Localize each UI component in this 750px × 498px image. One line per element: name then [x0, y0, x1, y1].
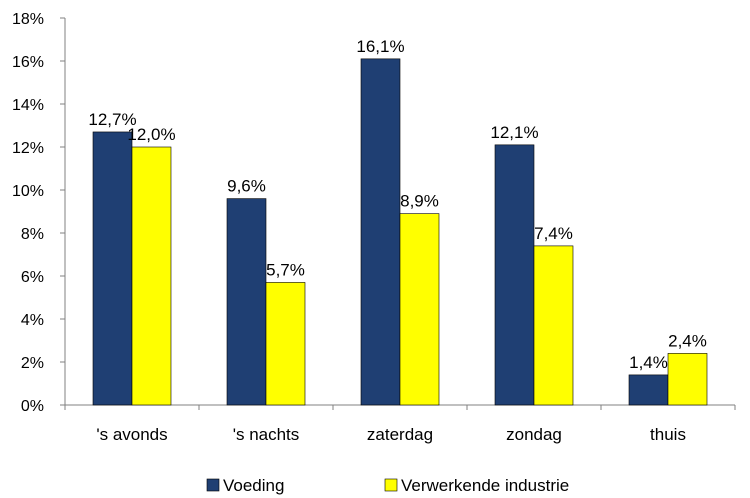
y-tick-label: 2%: [21, 355, 44, 372]
bar-verwerkende-industrie: [265, 282, 306, 406]
y-tick-label: 14%: [12, 97, 44, 114]
legend-label: Voeding: [223, 476, 284, 495]
x-category-label: zondag: [506, 425, 562, 444]
y-axis: 0% 2% 4% 6% 8% 10% 12% 14% 16% 18%: [12, 11, 66, 415]
x-category-label: thuis: [650, 425, 686, 444]
legend-swatch: [206, 478, 220, 492]
y-tick-label: 4%: [21, 312, 44, 329]
data-label: 12,7%: [88, 110, 136, 129]
bar-voeding: [92, 131, 133, 406]
data-label: 7,4%: [534, 224, 573, 243]
legend-label: Verwerkende industrie: [401, 476, 569, 495]
y-tick-label: 8%: [21, 226, 44, 243]
data-label: 2,4%: [668, 331, 707, 350]
bar-verwerkende-industrie: [667, 353, 708, 406]
x-axis: 's avonds 's nachts zaterdag zondag thuis: [64, 404, 736, 444]
y-tick-label: 16%: [12, 54, 44, 71]
bar-verwerkende-industrie: [533, 245, 574, 406]
y-tick-label: 10%: [12, 183, 44, 200]
bar-verwerkende-industrie: [131, 146, 172, 406]
data-labels: 12,7% 9,6% 16,1% 12,1% 1,4% 12,0% 5,7% 8,9% 7,4%…: [88, 37, 706, 372]
bar-voeding: [494, 144, 535, 406]
data-label: 5,7%: [266, 260, 305, 279]
bar-voeding: [360, 58, 401, 406]
bars: [92, 58, 708, 406]
data-label: 9,6%: [227, 177, 266, 196]
y-tick-label: 6%: [21, 269, 44, 286]
y-tick-label: 12%: [12, 140, 44, 157]
y-tick-label: 0%: [21, 398, 44, 415]
data-label: 1,4%: [629, 353, 668, 372]
x-category-label: 's nachts: [233, 425, 300, 444]
bar-voeding: [226, 198, 267, 406]
x-category-label: 's avonds: [96, 425, 167, 444]
legend-swatch: [384, 478, 398, 492]
legend: Voeding Verwerkende industrie: [206, 476, 569, 495]
data-label: 16,1%: [356, 37, 404, 56]
x-category-label: zaterdag: [367, 425, 433, 444]
bar-voeding: [628, 374, 669, 406]
data-label: 12,1%: [490, 123, 538, 142]
bar-verwerkende-industrie: [399, 213, 440, 406]
data-label: 12,0%: [127, 125, 175, 144]
data-label: 8,9%: [400, 192, 439, 211]
y-tick-label: 18%: [12, 11, 44, 28]
